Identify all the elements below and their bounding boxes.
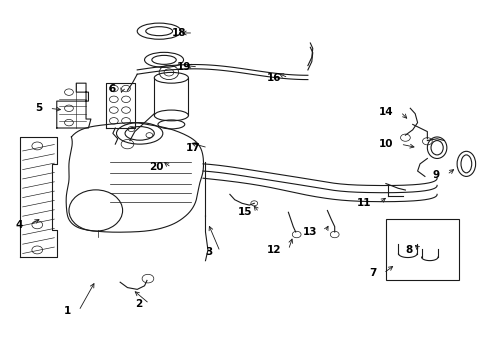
Text: 15: 15 (237, 207, 251, 217)
Text: 7: 7 (368, 268, 375, 278)
Text: 17: 17 (185, 143, 200, 153)
Text: 5: 5 (35, 103, 42, 113)
Text: 20: 20 (149, 162, 163, 172)
Text: 16: 16 (266, 73, 281, 83)
Bar (385, 220, 458, 280)
Text: 6: 6 (108, 84, 115, 94)
Text: 13: 13 (303, 227, 317, 237)
Text: 18: 18 (171, 28, 185, 38)
Text: 4: 4 (15, 220, 22, 230)
Text: 19: 19 (176, 62, 190, 72)
Text: 11: 11 (356, 198, 370, 208)
Text: 8: 8 (405, 245, 412, 255)
Text: 14: 14 (378, 107, 392, 117)
Text: 9: 9 (431, 170, 439, 180)
Text: 12: 12 (266, 245, 281, 255)
Text: 2: 2 (135, 299, 142, 309)
Text: 3: 3 (205, 247, 212, 257)
Text: 10: 10 (378, 139, 392, 149)
Text: 1: 1 (64, 306, 71, 316)
